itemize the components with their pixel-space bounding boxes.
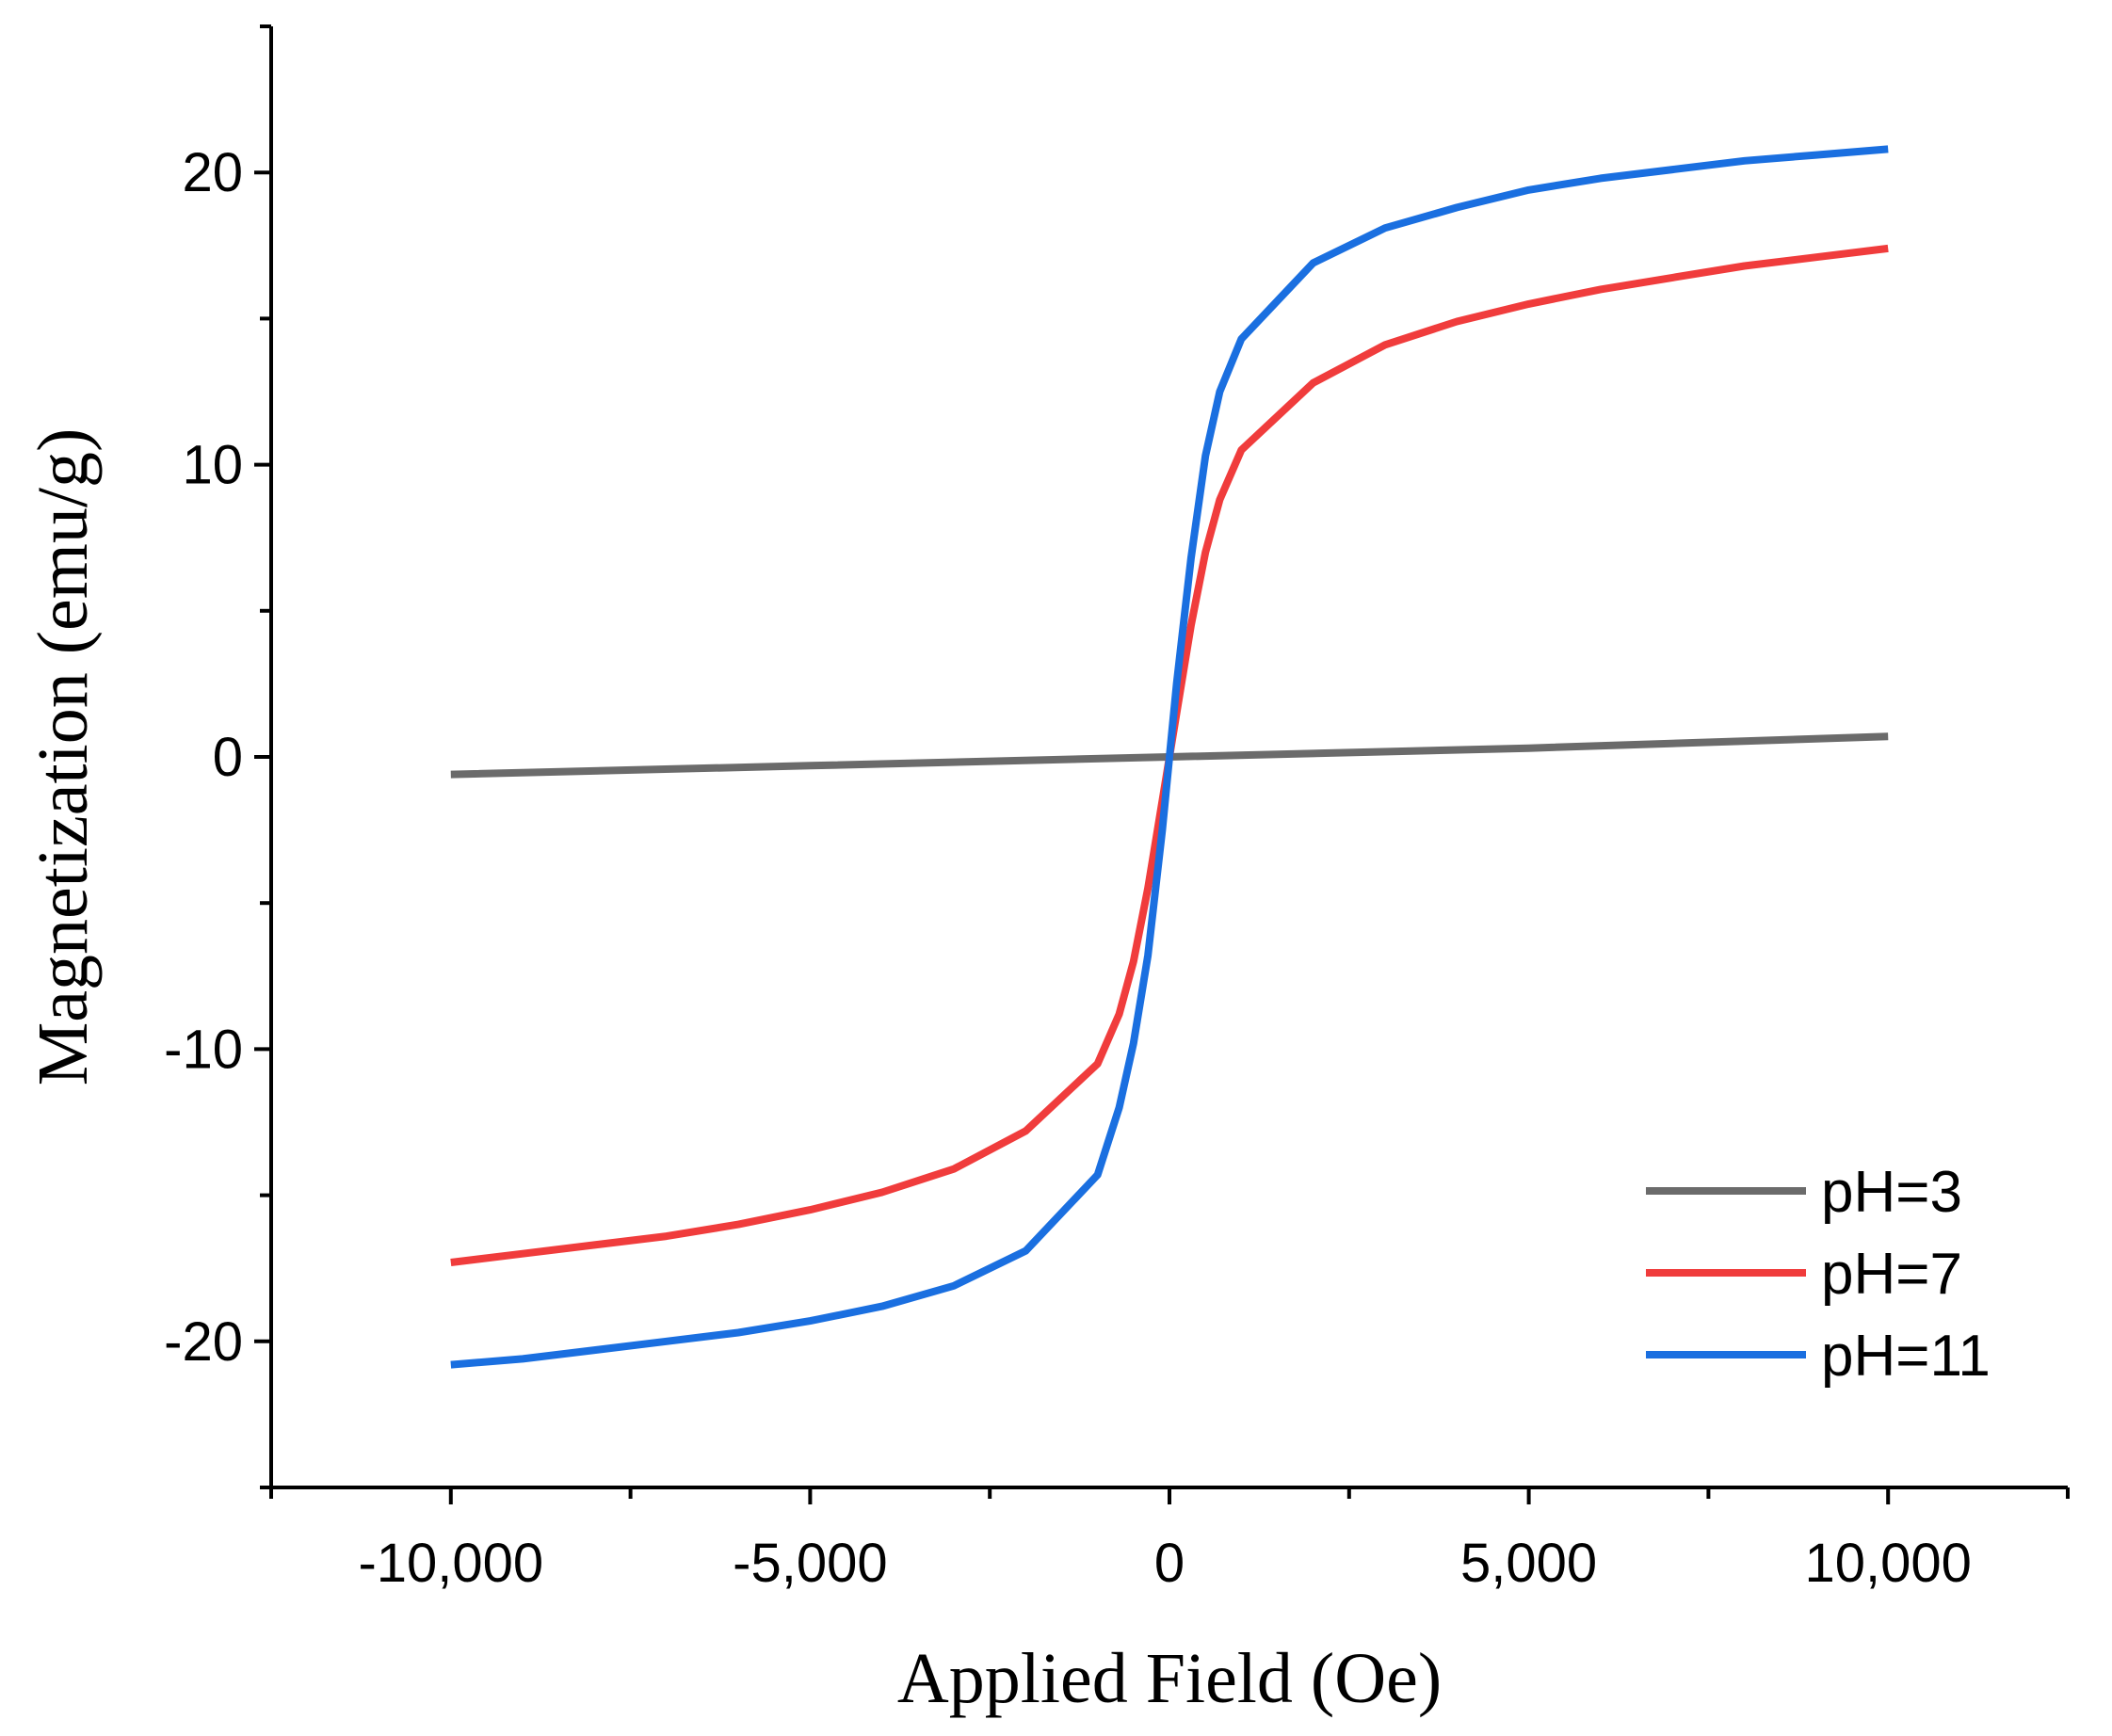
y-tick-label: 20	[182, 142, 243, 203]
y-tick-label: 10	[182, 435, 243, 496]
y-tick-label: -10	[164, 1019, 243, 1080]
y-tick-label: -20	[164, 1311, 243, 1373]
y-axis-title: Magnetization (emu/g)	[24, 428, 103, 1086]
x-tick-label: -5,000	[733, 1533, 887, 1594]
legend-label-1: pH=3	[1821, 1160, 1962, 1225]
x-tick-label: 5,000	[1460, 1533, 1597, 1594]
x-tick-label: -10,000	[358, 1533, 543, 1594]
ticks-layer: -10,000 -5,000 0 5,000 10,000 -20 -10 0 10 20	[164, 24, 2070, 1594]
x-tick-label: 10,000	[1804, 1533, 1971, 1594]
x-tick-label: 0	[1154, 1533, 1185, 1594]
x-axis-title: Applied Field (Oe)	[897, 1639, 1442, 1718]
series-layer	[450, 145, 1889, 1369]
legend: pH=3 pH=7 pH=11	[1646, 1160, 1991, 1389]
series-line-3	[450, 145, 1889, 1369]
legend-label-3: pH=11	[1821, 1324, 1991, 1389]
legend-label-2: pH=7	[1821, 1242, 1962, 1307]
y-tick-label: 0	[213, 727, 243, 788]
